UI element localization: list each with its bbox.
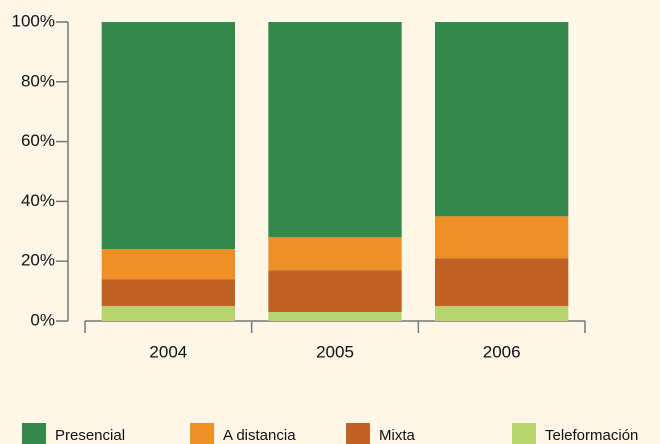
legend-swatch [346, 423, 370, 444]
x-tick-label: 2006 [483, 342, 521, 361]
bar-segment [268, 22, 402, 238]
legend-label: Presencial [55, 427, 125, 444]
y-tick-label: 100% [12, 11, 55, 30]
bar-segment [101, 279, 236, 307]
legend-swatch [190, 423, 214, 444]
bar-segment [435, 306, 569, 321]
y-tick-label: 80% [21, 71, 55, 90]
legend-swatch [512, 423, 536, 444]
bar-segment [435, 22, 569, 217]
y-tick-label: 0% [30, 310, 55, 329]
bar-segment [435, 216, 569, 259]
legend-label: Teleformación [545, 427, 638, 444]
bar-segment [268, 237, 402, 271]
bar-segment [101, 249, 236, 280]
legend: Presencial A distancia Mixta Teleformación [22, 423, 638, 444]
legend-swatch [22, 423, 46, 444]
y-tick-label: 40% [21, 191, 55, 210]
bar-segment [268, 312, 402, 321]
y-tick-label: 20% [21, 251, 55, 270]
legend-label: Mixta [379, 427, 415, 444]
bar-segment [268, 270, 402, 313]
x-tick-label: 2005 [316, 342, 354, 361]
y-tick-label: 60% [21, 131, 55, 150]
x-tick-label: 2004 [149, 342, 187, 361]
bar-segment [101, 22, 236, 250]
bar-segment [101, 306, 236, 321]
bar-segment [435, 258, 569, 307]
legend-label: A distancia [223, 427, 296, 444]
